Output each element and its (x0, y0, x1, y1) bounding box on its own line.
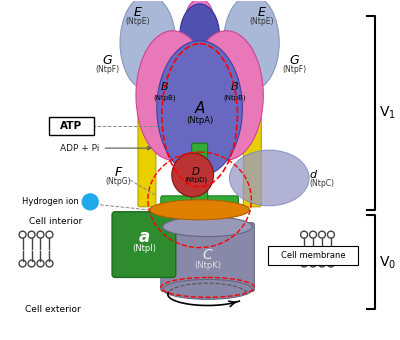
FancyBboxPatch shape (138, 73, 156, 207)
FancyBboxPatch shape (244, 73, 261, 207)
FancyBboxPatch shape (161, 196, 238, 213)
Ellipse shape (224, 0, 279, 90)
FancyBboxPatch shape (192, 143, 208, 205)
Text: F: F (114, 167, 122, 180)
Text: d: d (309, 170, 316, 180)
Ellipse shape (163, 279, 252, 299)
Text: Cell interior: Cell interior (29, 217, 82, 226)
Circle shape (82, 194, 98, 210)
Ellipse shape (230, 150, 309, 206)
Text: (NtpD): (NtpD) (184, 177, 207, 183)
Ellipse shape (190, 31, 263, 160)
Text: V$_0$: V$_0$ (379, 254, 396, 271)
Text: Cell membrane: Cell membrane (281, 251, 345, 260)
Text: (NtpC): (NtpC) (309, 180, 334, 188)
FancyBboxPatch shape (112, 212, 176, 277)
Text: E: E (257, 6, 265, 19)
Ellipse shape (186, 0, 214, 39)
Text: Hydrogen ion: Hydrogen ion (22, 197, 79, 206)
Text: G: G (289, 54, 299, 67)
Ellipse shape (163, 217, 252, 237)
Text: (NtpK): (NtpK) (194, 261, 221, 270)
Text: (NtpE): (NtpE) (249, 17, 274, 26)
Text: ADP + Pi: ADP + Pi (60, 143, 151, 153)
Text: (NtpI): (NtpI) (132, 244, 156, 253)
Text: C: C (203, 248, 212, 261)
Text: (NtpE): (NtpE) (126, 17, 150, 26)
Text: Cell exterior: Cell exterior (24, 305, 80, 314)
Text: G: G (102, 54, 112, 67)
Ellipse shape (180, 4, 220, 68)
Ellipse shape (120, 0, 176, 90)
FancyBboxPatch shape (268, 246, 358, 265)
Ellipse shape (157, 41, 242, 176)
Text: B: B (231, 82, 238, 92)
Text: (NtpB): (NtpB) (154, 94, 176, 101)
Text: (NtpF): (NtpF) (282, 65, 306, 74)
Text: E: E (134, 6, 142, 19)
Text: D: D (192, 167, 200, 177)
Text: ATP: ATP (60, 121, 82, 131)
Ellipse shape (136, 31, 210, 160)
Text: A: A (194, 101, 205, 116)
Ellipse shape (172, 153, 214, 197)
FancyBboxPatch shape (49, 117, 94, 135)
Text: (NtpA): (NtpA) (186, 116, 213, 125)
Text: (NtpB): (NtpB) (223, 94, 246, 101)
FancyBboxPatch shape (161, 223, 254, 291)
Text: (NtpF): (NtpF) (95, 65, 119, 74)
Ellipse shape (150, 200, 249, 220)
Text: B: B (161, 82, 169, 92)
Text: a: a (138, 228, 150, 245)
Text: (NtpG): (NtpG) (105, 177, 131, 186)
Text: V$_1$: V$_1$ (379, 104, 396, 120)
